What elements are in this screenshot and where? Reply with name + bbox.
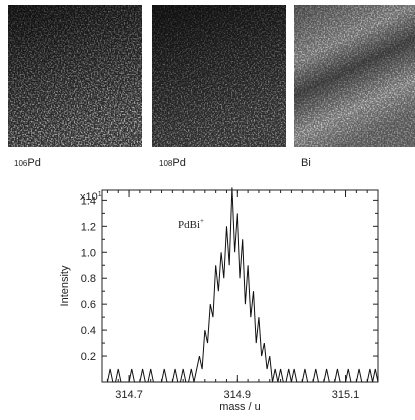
y-tick-label: 1.2 [81,221,96,233]
y-tick-label: 0.6 [81,299,96,311]
chart: x101 PdBi+ mass / u Intensity 0.2 0.4 0.6 0… [59,187,379,413]
image-panel [294,5,415,147]
y-scale-exp: 1 [98,191,102,198]
image-panel [8,5,142,147]
x-tick-label: 314.7 [115,389,143,401]
y-tick-label: 1.4 [81,195,96,207]
annotation: PdBi+ [178,217,204,231]
plot-frame [101,189,379,383]
y-tick-label: 0.4 [81,325,96,337]
panel-label: 106Pd [14,157,41,169]
isotope: 108 [159,159,173,168]
y-scale-label: x101 [80,191,102,203]
y-tick-label: 0.8 [81,273,96,285]
x-tick-label: 315.1 [332,389,360,401]
panel-label: 108Pd [159,157,186,169]
annotation-sup: + [200,217,204,225]
y-tick-label: 1.0 [81,247,96,259]
element: Bi [301,157,311,169]
annotation-text: PdBi [178,219,200,231]
element: Pd [27,157,40,169]
y-scale-base: x10 [80,191,98,203]
y-tick-label: 0.2 [81,351,96,363]
x-axis-label: mass / u [219,401,261,413]
x-tick-label: 314.9 [224,389,252,401]
panel-label: Bi [301,157,311,169]
isotope: 106 [14,159,28,168]
spectrum-line [106,187,379,383]
image-panel [152,5,286,147]
y-axis-label: Intensity [59,265,71,306]
element: Pd [172,157,185,169]
